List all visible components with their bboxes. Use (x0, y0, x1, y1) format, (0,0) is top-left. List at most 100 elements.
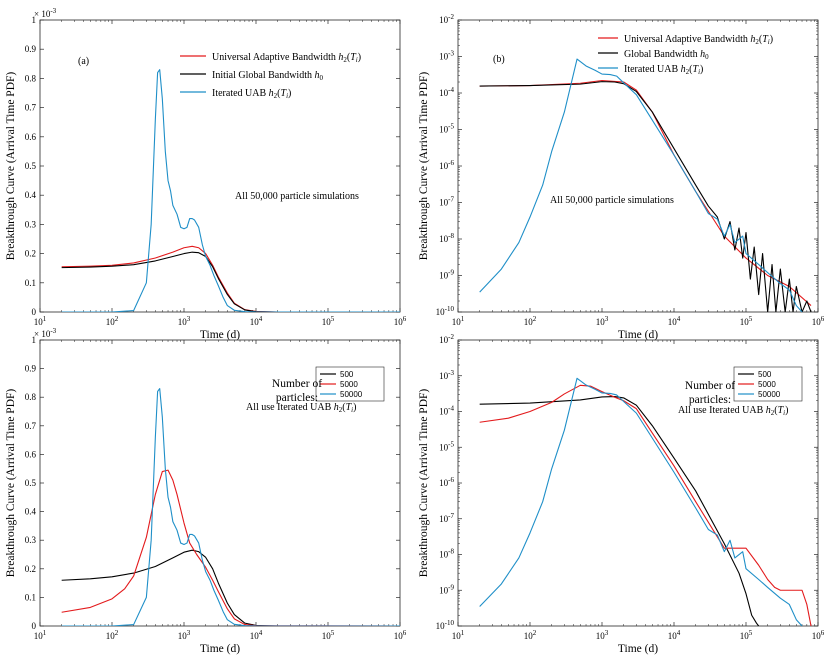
legend-entry: Initial Global Bandwidth h0 (212, 70, 324, 82)
y-tick-label: 10-9 (439, 269, 454, 281)
x-tick-label: 101 (452, 315, 465, 327)
x-tick-label: 103 (178, 629, 191, 641)
y-tick-label: 0.1 (25, 592, 36, 602)
x-tick-label: 106 (394, 629, 407, 641)
legend-entry: 50000 (758, 390, 781, 399)
y-tick-label: 0.3 (25, 219, 37, 229)
x-tick-label: 104 (668, 315, 681, 327)
x-tick-label: 104 (668, 629, 681, 641)
y-tick-label: 0.7 (25, 103, 37, 113)
y-exponent-label: × 10-3 (34, 327, 57, 339)
series-group (479, 58, 812, 312)
legend-entry: Universal Adaptive Bandwidth h2(Ti) (624, 34, 773, 46)
y-tick-label: 10-3 (439, 369, 454, 381)
y-tick-label: 0.1 (25, 278, 36, 288)
x-tick-label: 101 (452, 629, 465, 641)
legend-entry: 500 (340, 370, 354, 379)
panel-label: (b) (493, 54, 505, 65)
x-tick-label: 105 (322, 315, 335, 327)
x-tick-label: 105 (740, 629, 753, 641)
legend-entry: Universal Adaptive Bandwidth h2(Ti) (212, 52, 361, 64)
y-tick-label: 10-7 (439, 196, 454, 208)
legend-entry: 5000 (340, 380, 358, 389)
y-tick-label: 0 (32, 307, 37, 317)
y-exponent-label: × 10-3 (34, 7, 57, 19)
x-tick-label: 103 (596, 629, 609, 641)
panel-3: 101 102 103 104 105 106 0 0.1 0.2 0.3 0.4 0.5 0.6 0.7… (5, 327, 407, 655)
series-line-2 (479, 384, 812, 626)
y-tick-label: 10-10 (436, 619, 455, 631)
y-tick-label: 1 (32, 15, 37, 25)
legend: Universal Adaptive Bandwidth h2(Ti) Globa… (598, 34, 773, 76)
series-line-1 (479, 396, 760, 626)
y-tick-label: 10-8 (439, 232, 454, 244)
legend-title: Number of (685, 380, 735, 392)
x-tick-label: 102 (524, 629, 537, 641)
y-tick-label: 0.3 (25, 535, 37, 545)
y-tick-label: 10-5 (439, 440, 454, 452)
series-line-3 (61, 388, 400, 626)
x-tick-label: 103 (596, 315, 609, 327)
y-tick-label: 0.6 (25, 449, 37, 459)
y-tick-label: 10-4 (439, 86, 454, 98)
annotation: All use Iterated UAB h2(Ti) (246, 402, 356, 414)
series-line-1 (61, 549, 400, 626)
panel-label: (a) (78, 56, 89, 67)
x-tick-label: 106 (812, 629, 825, 641)
x-axis-label: Time (d) (200, 329, 240, 341)
x-tick-label: 101 (34, 315, 47, 327)
x-tick-label: 102 (106, 315, 119, 327)
legend-entry: Global Bandwidth h0 (624, 49, 709, 61)
y-tick-label: 0.9 (25, 364, 37, 374)
panel-4: 101 102 103 104 105 106 10-10 10-9 10-8 10-7 10-6 1… (418, 333, 825, 655)
y-tick-label: 10-3 (439, 50, 454, 62)
legend-entry: 500 (758, 370, 772, 379)
x-tick-label: 104 (250, 629, 263, 641)
series-line-1 (61, 245, 400, 312)
legend-entry: 5000 (758, 380, 776, 389)
y-axis-label: Breakthrough Curve (Arrival Time PDF) (5, 389, 17, 578)
x-tick-label: 106 (394, 315, 407, 327)
x-tick-label: 104 (250, 315, 263, 327)
legend-entry: Iterated UAB h2(Ti) (212, 88, 291, 100)
x-tick-label: 101 (34, 629, 47, 641)
y-tick-label: 0.8 (25, 73, 37, 83)
legend-title: particles: (689, 394, 731, 406)
y-tick-label: 0.2 (25, 564, 36, 574)
panel-1: 101 102 103 104 105 106 0 0.1 0.2 0.3 0.4 0.5 0.6 0.7… (5, 7, 407, 341)
legend-entry: 50000 (340, 390, 363, 399)
y-tick-label: 10-2 (439, 333, 454, 345)
y-axis-label: Breakthrough Curve (Arrival Time PDF) (5, 72, 17, 261)
y-tick-label: 10-5 (439, 123, 454, 135)
y-tick-label: 10-7 (439, 512, 454, 524)
legend: Universal Adaptive Bandwidth h2(Ti) Initi… (180, 52, 361, 100)
annotation: All use Iterated UAB h2(Ti) (678, 405, 788, 417)
x-tick-label: 105 (322, 629, 335, 641)
y-tick-label: 10-4 (439, 405, 454, 417)
y-tick-label: 0.2 (25, 249, 36, 259)
x-axis-label: Time (d) (618, 643, 658, 655)
y-tick-label: 10-8 (439, 548, 454, 560)
y-tick-label: 0.6 (25, 132, 37, 142)
x-axis-label: Time (d) (618, 329, 658, 341)
y-axis-label: Breakthrough Curve (Arrival Time PDF) (418, 72, 430, 261)
y-tick-label: 0.5 (25, 161, 37, 171)
y-axis-label: Breakthrough Curve (Arrival Time PDF) (418, 389, 430, 578)
x-tick-label: 102 (106, 629, 119, 641)
y-tick-label: 10-6 (439, 476, 454, 488)
y-tick-label: 0.9 (25, 44, 37, 54)
y-tick-label: 0.4 (25, 190, 37, 200)
y-tick-label: 10-10 (436, 305, 455, 317)
series-group (479, 377, 812, 626)
series-line-3 (61, 69, 400, 312)
annotation: All 50,000 particle simulations (550, 195, 674, 206)
series-line-2 (61, 251, 400, 312)
y-tick-label: 0.7 (25, 421, 37, 431)
series-line-2 (61, 469, 400, 626)
y-tick-label: 0.5 (25, 478, 37, 488)
y-tick-label: 10-6 (439, 159, 454, 171)
y-tick-label: 0 (32, 621, 37, 631)
y-tick-label: 0.4 (25, 507, 37, 517)
